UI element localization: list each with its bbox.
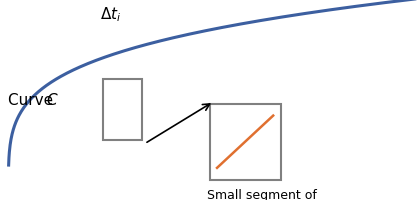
Text: Curve: Curve [8,93,58,107]
Bar [210,104,281,180]
Text: $\Delta t_i$: $\Delta t_i$ [101,5,122,24]
Bar [103,80,142,140]
Text: Small segment of: Small segment of [207,188,317,200]
Text: C: C [46,93,57,107]
